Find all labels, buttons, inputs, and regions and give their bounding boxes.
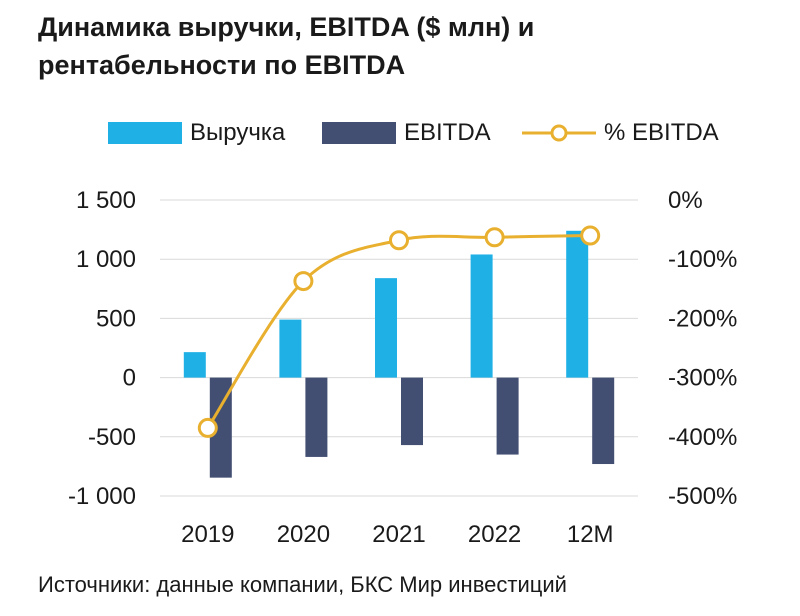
y-left-tick-label: 500 — [96, 305, 136, 332]
source-note: Источники: данные компании, БКС Мир инве… — [38, 572, 567, 597]
chart-title: Динамика выручки, EBITDA ($ млн) и рента… — [38, 12, 535, 80]
x-tick-label: 12M — [567, 521, 614, 548]
y-left-tick-label: -500 — [88, 424, 136, 451]
bar-revenue — [470, 254, 493, 378]
bar-ebitda — [592, 377, 615, 465]
point-ebitda-margin — [484, 227, 505, 248]
y-left-tick-label: 0 — [123, 365, 136, 392]
bar-ebitda — [305, 377, 328, 457]
y-right-tick-label: 0% — [668, 187, 703, 214]
legend-label-revenue: Выручка — [190, 119, 286, 146]
x-tick-label: 2019 — [181, 521, 234, 548]
legend-item-revenue: Выручка — [108, 115, 285, 151]
y-right-tick-label: -200% — [668, 305, 737, 332]
x-tick-label: 2020 — [277, 521, 330, 548]
bar-ebitda — [401, 377, 423, 446]
chart-plot: 1 500 1 000 500 0 -500 -1 000 0% -100% -200% -300… — [68, 187, 737, 548]
point-ebitda-margin — [197, 417, 218, 438]
legend-label-margin: % EBITDA — [604, 119, 719, 146]
point-ebitda-margin — [293, 271, 314, 292]
y-left-tick-label: 1 500 — [76, 187, 136, 214]
legend-swatch-margin — [522, 122, 596, 144]
bar-revenue — [566, 230, 589, 378]
bar-ebitda — [496, 377, 519, 455]
bar-revenue — [183, 352, 206, 378]
y-right-tick-label: -300% — [668, 365, 737, 392]
point-ebitda-margin — [389, 230, 409, 251]
line-ebitda-margin — [206, 234, 591, 429]
legend-item-ebitda: EBITDA — [322, 115, 491, 151]
y-right-tick-label: -400% — [668, 424, 737, 451]
x-tick-label: 2021 — [372, 521, 425, 548]
y-right-tick-label: -500% — [668, 483, 737, 510]
legend-swatch-revenue — [108, 122, 182, 144]
chart-legend: Выручка EBITDA % EBITDA — [0, 115, 800, 151]
y-right-tick-label: -100% — [668, 246, 737, 273]
bar-revenue — [279, 319, 302, 378]
legend-item-margin: % EBITDA — [522, 115, 719, 151]
legend-swatch-ebitda — [322, 122, 396, 144]
legend-label-ebitda: EBITDA — [404, 119, 491, 146]
x-tick-label: 2022 — [468, 521, 521, 548]
y-left-tick-label: 1 000 — [76, 246, 136, 273]
bar-ebitda — [209, 377, 232, 478]
y-left-tick-label: -1 000 — [68, 483, 136, 510]
point-ebitda-margin — [580, 225, 601, 246]
bar-revenue — [375, 278, 397, 378]
